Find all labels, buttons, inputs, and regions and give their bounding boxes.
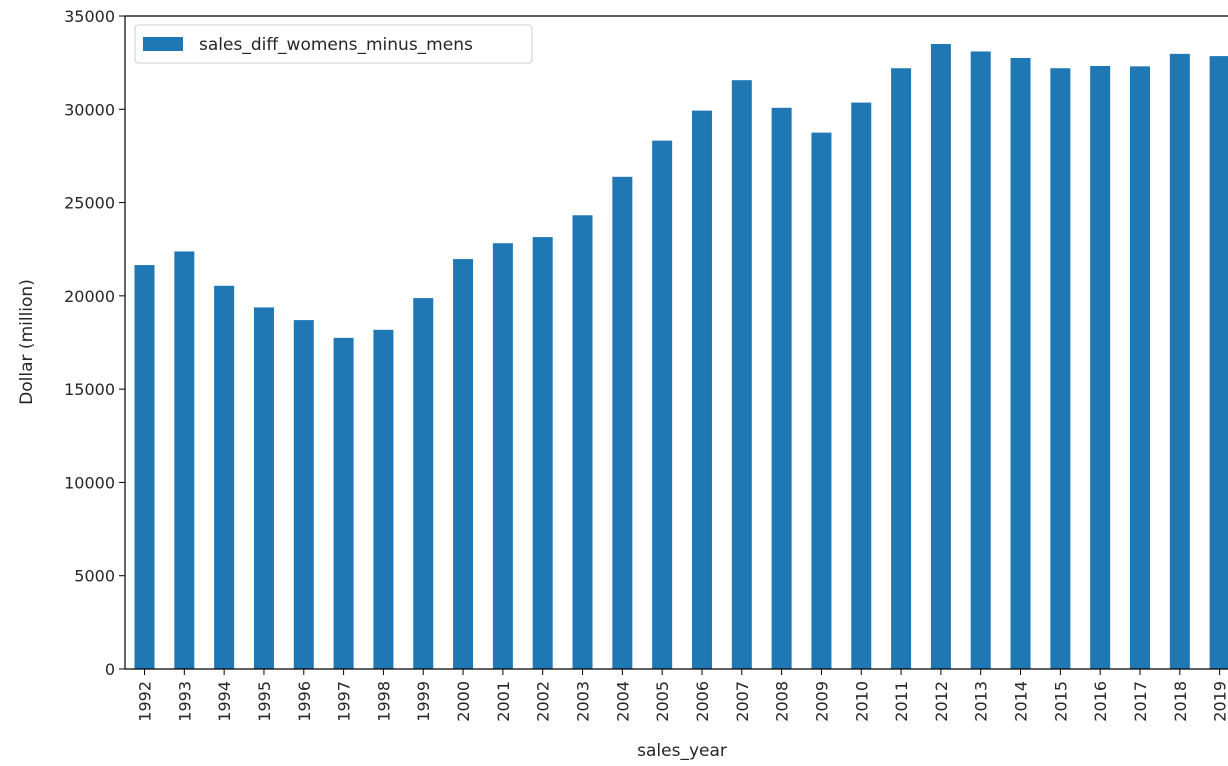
bars-group xyxy=(134,43,1228,670)
legend-frame xyxy=(134,24,533,64)
x-tick-label-1992: 1992 xyxy=(136,681,155,722)
bar-2016 xyxy=(1090,66,1111,669)
y-tick-label-25000: 25000 xyxy=(64,194,115,213)
bar-1993 xyxy=(174,251,195,669)
x-tick-label-2008: 2008 xyxy=(773,681,792,722)
bar-2011 xyxy=(891,68,912,670)
bar-2009 xyxy=(811,132,832,670)
x-tick-label-1998: 1998 xyxy=(374,681,393,722)
y-tick-label-35000: 35000 xyxy=(64,7,115,26)
y-axis-ticks: 0 5000 10000 15000 20000 25000 30000 35000 xyxy=(64,7,125,679)
bar-2001 xyxy=(492,243,513,670)
y-tick-label-10000: 10000 xyxy=(64,473,115,492)
bar-2008 xyxy=(771,107,792,670)
bar-2006 xyxy=(691,110,712,670)
x-tick-label-1994: 1994 xyxy=(215,681,234,722)
x-axis-ticks: 1992 1993 1994 1995 1996 1997 1998 1999 2000 2001… xyxy=(136,669,1228,722)
x-tick-label-2010: 2010 xyxy=(852,681,871,722)
bar-2017 xyxy=(1130,66,1150,670)
x-tick-label-2001: 2001 xyxy=(494,681,513,722)
y-tick-label-5000: 5000 xyxy=(74,567,115,586)
bar-1998 xyxy=(373,329,394,669)
x-tick-label-2018: 2018 xyxy=(1171,681,1190,722)
x-tick-label-2007: 2007 xyxy=(733,681,752,722)
x-tick-label-2016: 2016 xyxy=(1091,681,1110,722)
bar-2000 xyxy=(453,259,474,669)
x-tick-label-2004: 2004 xyxy=(613,681,632,722)
x-tick-label-2014: 2014 xyxy=(1012,681,1031,722)
bar-1992 xyxy=(134,265,155,669)
x-axis-label: sales_year xyxy=(637,741,727,761)
x-tick-label-2005: 2005 xyxy=(653,681,672,722)
y-tick-label-20000: 20000 xyxy=(64,287,115,306)
x-tick-label-2003: 2003 xyxy=(574,681,593,722)
x-tick-label-1996: 1996 xyxy=(295,681,314,722)
y-tick-label-15000: 15000 xyxy=(64,380,115,399)
bar-2013 xyxy=(970,51,991,669)
bar-2012 xyxy=(930,43,951,670)
bar-1996 xyxy=(293,320,314,669)
x-tick-label-2006: 2006 xyxy=(693,681,712,722)
x-tick-label-2019: 2019 xyxy=(1211,681,1228,722)
x-tick-label-2000: 2000 xyxy=(454,681,473,722)
bar-1997 xyxy=(333,337,354,669)
bar-1999 xyxy=(413,298,434,669)
x-tick-label-1995: 1995 xyxy=(255,681,274,722)
legend: sales_diff_womens_minus_mens xyxy=(134,24,533,64)
x-tick-label-2012: 2012 xyxy=(932,681,951,722)
bar-2003 xyxy=(572,215,593,669)
x-tick-label-2015: 2015 xyxy=(1051,681,1070,722)
bar-2005 xyxy=(652,140,673,669)
legend-entry: sales_diff_womens_minus_mens xyxy=(199,35,473,55)
bar-2015 xyxy=(1050,68,1071,670)
x-tick-label-2011: 2011 xyxy=(892,681,911,722)
bar-1995 xyxy=(253,307,274,669)
bar-2007 xyxy=(731,80,752,670)
y-axis-label: Dollar (million) xyxy=(17,279,37,405)
bar-2014 xyxy=(1010,57,1031,670)
bar-2018 xyxy=(1169,53,1190,670)
y-tick-label-30000: 30000 xyxy=(64,100,115,119)
bar-2019 xyxy=(1209,56,1228,670)
bar-2010 xyxy=(851,102,872,669)
x-tick-label-2013: 2013 xyxy=(972,681,991,722)
x-tick-label-2009: 2009 xyxy=(812,681,831,722)
x-tick-label-1993: 1993 xyxy=(175,681,194,722)
x-tick-label-2017: 2017 xyxy=(1131,681,1150,722)
bar-1994 xyxy=(214,285,235,669)
bar-2004 xyxy=(612,176,633,669)
y-tick-label-0: 0 xyxy=(105,660,115,679)
legend-swatch xyxy=(143,37,183,51)
x-tick-label-1999: 1999 xyxy=(414,681,433,722)
x-tick-label-1997: 1997 xyxy=(335,681,354,722)
bar-2002 xyxy=(532,237,553,669)
x-tick-label-2002: 2002 xyxy=(534,681,553,722)
